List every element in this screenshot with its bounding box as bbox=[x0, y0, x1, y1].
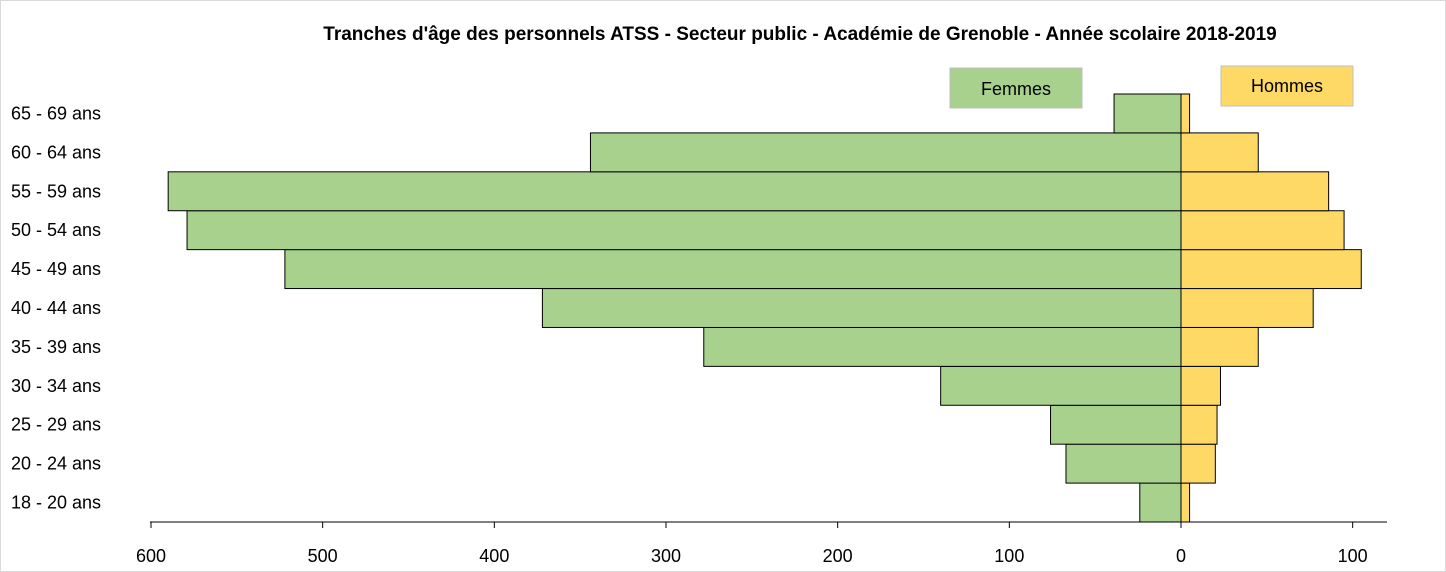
bar-hommes-2 bbox=[1180, 404, 1218, 445]
legend-femmes-box bbox=[949, 67, 1083, 109]
bar-hommes-3 bbox=[1180, 365, 1221, 406]
bar-hommes-8 bbox=[1180, 171, 1330, 212]
x-tick-label-2: 400 bbox=[479, 546, 509, 566]
bar-femmes-1 bbox=[1065, 443, 1182, 484]
category-label-2: 25 - 29 ans bbox=[11, 415, 101, 435]
bars-group bbox=[167, 93, 1362, 523]
bar-femmes-8 bbox=[167, 171, 1182, 212]
x-axis: 600 500 400 300 200 100 0 100 bbox=[136, 521, 1388, 566]
legend-hommes-box bbox=[1220, 65, 1354, 107]
x-tick-label-0: 600 bbox=[136, 546, 166, 566]
category-labels: 18 - 20 ans 20 - 24 ans 25 - 29 ans 30 - 34… bbox=[11, 103, 101, 512]
bar-femmes-7 bbox=[186, 210, 1182, 251]
x-tick-label-5: 100 bbox=[994, 546, 1024, 566]
bar-hommes-6 bbox=[1180, 249, 1362, 290]
category-label-9: 60 - 64 ans bbox=[11, 142, 101, 162]
category-label-1: 20 - 24 ans bbox=[11, 454, 101, 474]
bar-femmes-9 bbox=[589, 132, 1182, 173]
bar-femmes-2 bbox=[1050, 404, 1182, 445]
bar-femmes-4 bbox=[703, 326, 1182, 367]
chart-title: Tranches d'âge des personnels ATSS - Sec… bbox=[323, 24, 1276, 45]
bar-femmes-5 bbox=[541, 288, 1182, 328]
category-label-0: 18 - 20 ans bbox=[11, 493, 101, 513]
x-tick-label-6: 0 bbox=[1176, 546, 1186, 566]
x-tick-label-7: 100 bbox=[1338, 546, 1368, 566]
category-label-6: 45 - 49 ans bbox=[11, 259, 101, 279]
category-label-10: 65 - 69 ans bbox=[11, 103, 101, 123]
category-label-3: 30 - 34 ans bbox=[11, 376, 101, 396]
bar-femmes-3 bbox=[940, 365, 1182, 406]
category-label-4: 35 - 39 ans bbox=[11, 337, 101, 357]
bar-hommes-5 bbox=[1180, 288, 1314, 328]
bar-hommes-0 bbox=[1180, 482, 1191, 523]
bar-hommes-9 bbox=[1180, 132, 1259, 173]
x-tick-label-3: 300 bbox=[651, 546, 681, 566]
legend: Femmes Hommes bbox=[949, 65, 1354, 109]
bar-hommes-4 bbox=[1180, 326, 1259, 367]
category-label-5: 40 - 44 ans bbox=[11, 298, 101, 318]
bar-hommes-1 bbox=[1180, 443, 1216, 484]
bar-hommes-10 bbox=[1180, 93, 1191, 134]
category-label-7: 50 - 54 ans bbox=[11, 220, 101, 240]
bar-femmes-0 bbox=[1139, 482, 1182, 523]
bar-femmes-6 bbox=[284, 249, 1182, 290]
legend-femmes-label: Femmes bbox=[981, 79, 1051, 99]
x-tick-label-1: 500 bbox=[308, 546, 338, 566]
x-tick-label-4: 200 bbox=[823, 546, 853, 566]
bar-hommes-7 bbox=[1180, 210, 1345, 251]
legend-hommes-label: Hommes bbox=[1251, 76, 1323, 96]
category-label-8: 55 - 59 ans bbox=[11, 181, 101, 201]
bar-femmes-10 bbox=[1113, 93, 1182, 134]
